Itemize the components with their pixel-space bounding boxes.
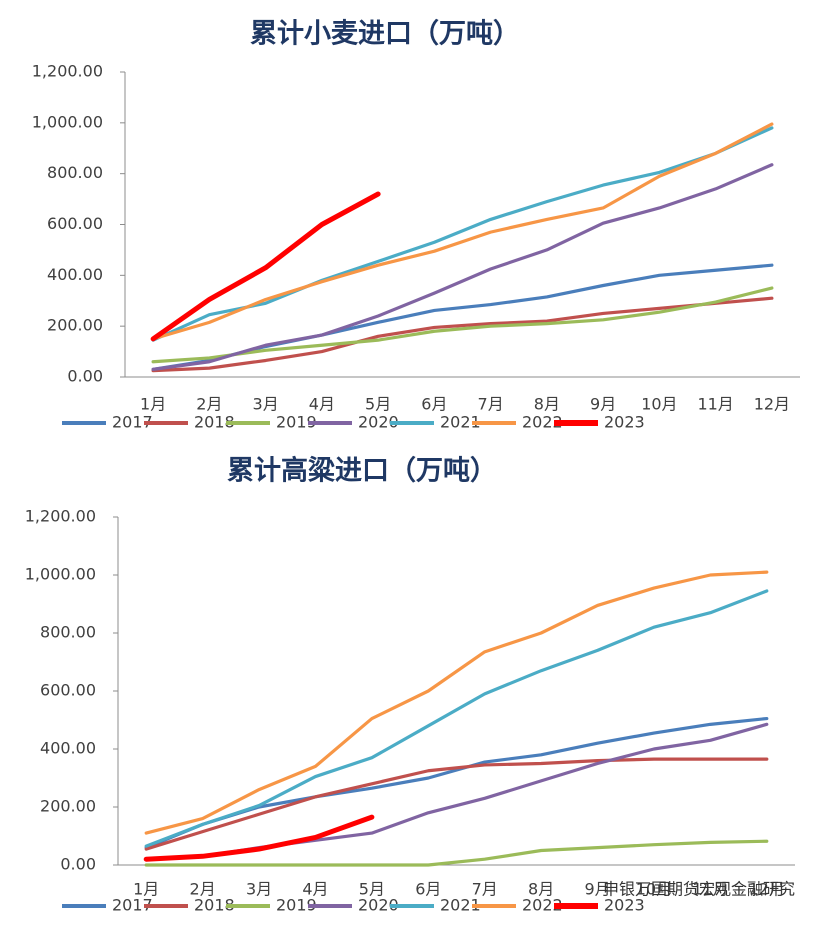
y-tick-label: 800.00 <box>47 163 103 182</box>
x-tick-label: 8月 <box>528 880 554 899</box>
x-tick-label: 5月 <box>359 880 385 899</box>
series-line <box>151 126 774 342</box>
x-tick-label: 4月 <box>309 395 335 414</box>
y-tick-label: 0.00 <box>67 367 103 386</box>
y-tick-label: 1,000.00 <box>32 112 103 131</box>
x-tick-label: 10月 <box>636 880 672 899</box>
watermark: 申银万国期货宏观金融研究 <box>603 880 795 899</box>
legend-label: 2022 <box>522 896 563 915</box>
y-tick-label: 1,200.00 <box>32 62 103 81</box>
series-line <box>144 570 769 835</box>
legend-label: 2017 <box>112 413 153 432</box>
legend-label: 2018 <box>194 896 235 915</box>
y-tick-label: 1,000.00 <box>25 565 96 584</box>
x-tick-label: 7月 <box>478 395 504 414</box>
legend-label: 2021 <box>440 413 481 432</box>
y-tick-label: 600.00 <box>47 214 103 233</box>
y-tick-label: 600.00 <box>40 681 96 700</box>
series-line <box>143 814 375 862</box>
x-tick-label: 6月 <box>421 395 447 414</box>
x-tick-label: 12月 <box>749 880 785 899</box>
series-line <box>150 191 381 342</box>
legend-label: 2018 <box>194 413 235 432</box>
x-tick-label: 2月 <box>196 395 222 414</box>
x-tick-label: 2月 <box>190 880 216 899</box>
legend-label: 2017 <box>112 896 153 915</box>
series-line <box>144 716 769 850</box>
chart-title: 累计高粱进口（万吨） <box>227 455 497 487</box>
series-line <box>144 589 769 848</box>
legend-label: 2023 <box>604 413 645 432</box>
series-line <box>144 722 769 861</box>
x-tick-label: 11月 <box>697 395 733 414</box>
y-tick-label: 400.00 <box>40 739 96 758</box>
x-tick-label: 6月 <box>415 880 441 899</box>
x-tick-label: 5月 <box>365 395 391 414</box>
legend-label: 2019 <box>276 413 317 432</box>
y-tick-label: 200.00 <box>47 316 103 335</box>
x-tick-label: 10月 <box>641 395 677 414</box>
y-tick-label: 200.00 <box>40 797 96 816</box>
series-line <box>151 286 774 364</box>
y-tick-label: 400.00 <box>47 265 103 284</box>
series-line <box>151 122 774 341</box>
y-tick-label: 1,200.00 <box>25 507 96 526</box>
x-tick-label: 1月 <box>140 395 166 414</box>
series-line <box>144 757 769 851</box>
chart-title: 累计小麦进口（万吨） <box>250 19 520 50</box>
y-tick-label: 0.00 <box>60 855 96 874</box>
legend-label: 2021 <box>440 896 481 915</box>
legend-label: 2023 <box>604 896 645 915</box>
legend-label: 2022 <box>522 413 563 432</box>
x-tick-label: 12月 <box>754 395 790 414</box>
x-tick-label: 3月 <box>253 395 279 414</box>
y-tick-label: 800.00 <box>40 623 96 642</box>
x-tick-label: 4月 <box>302 880 328 899</box>
x-tick-label: 1月 <box>133 880 159 899</box>
x-tick-label: 3月 <box>246 880 272 899</box>
series-line <box>151 163 774 371</box>
x-tick-label: 8月 <box>534 395 560 414</box>
series-line <box>144 839 769 867</box>
x-tick-label: 9月 <box>584 880 610 899</box>
x-tick-label: 9月 <box>590 395 616 414</box>
legend-label: 2020 <box>358 413 399 432</box>
legend-label: 2020 <box>358 896 399 915</box>
legend-label: 2019 <box>276 896 317 915</box>
x-tick-label: 11月 <box>692 880 728 899</box>
x-tick-label: 7月 <box>472 880 498 899</box>
series-line <box>151 296 774 373</box>
